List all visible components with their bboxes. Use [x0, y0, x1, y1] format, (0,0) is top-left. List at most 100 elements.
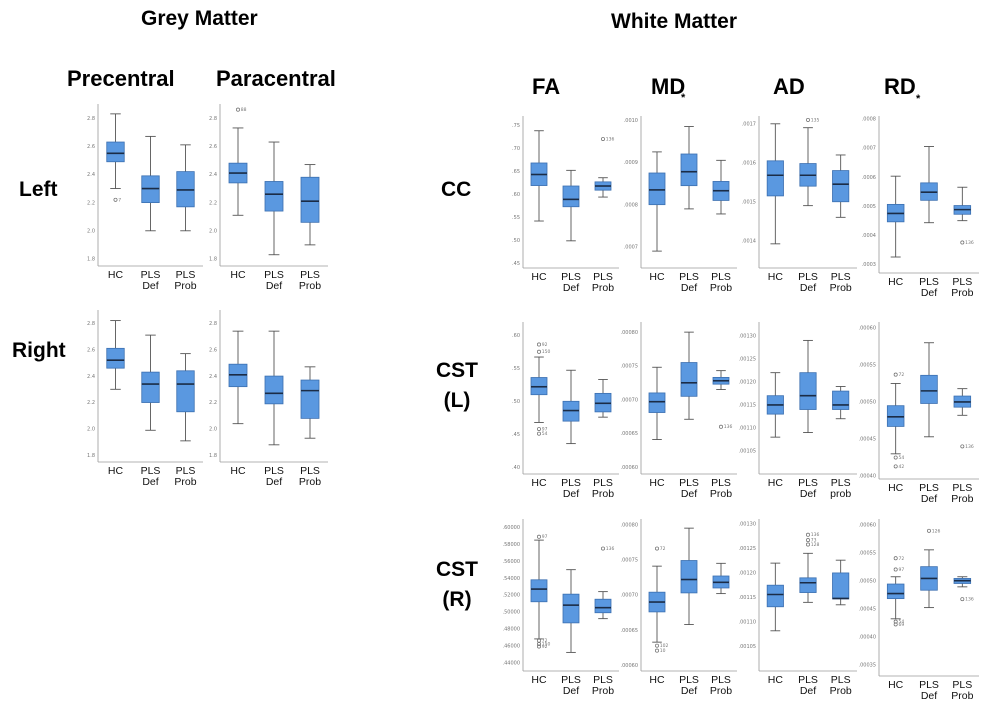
outlier-point — [601, 546, 605, 551]
y-tick-label: .00045 — [859, 606, 877, 612]
category-label: Def — [681, 282, 697, 294]
outlier-label: 136 — [724, 424, 733, 430]
boxplot-rd-cst-l: .00040 .00045 .00050 .00055 .00060 72 54 42 HC PL… — [859, 322, 979, 505]
outlier-point — [655, 643, 659, 648]
boxplot-ad-cst-l: .00105 .00110 .00115 .00120 .00125 .00130 HC PL… — [739, 322, 857, 500]
category-label: Def — [800, 685, 816, 697]
paracentral-title: Paracentral — [216, 66, 336, 91]
y-tick-label: .50 — [512, 238, 520, 244]
category-label: PLS — [711, 271, 731, 283]
category-label: Prob — [830, 685, 852, 697]
y-tick-label: .70 — [512, 146, 520, 152]
md-significance-marker: * — [681, 92, 686, 104]
category-label: Def — [266, 280, 282, 292]
category-label: HC — [649, 477, 665, 489]
boxplot-fa-cst-r: .44000 .46000 .48000 .50000 .52000 .54000 .560… — [503, 519, 619, 697]
y-tick-label: 2.8 — [209, 116, 217, 122]
row-label-right: Right — [12, 339, 66, 362]
y-tick-label: .00105 — [739, 449, 757, 455]
y-tick-label: 1.8 — [87, 257, 95, 263]
category-label: HC — [531, 271, 547, 283]
outlier-label: 92 — [542, 342, 548, 348]
outlier-point — [806, 532, 810, 537]
y-tick-label: .00035 — [859, 662, 877, 668]
category-label: PLS — [831, 674, 851, 686]
category-label: PLS — [919, 276, 939, 288]
outlier-label: 88 — [241, 107, 247, 113]
category-label: PLS — [141, 269, 161, 281]
y-tick-label: .0005 — [862, 204, 876, 210]
y-tick-label: .52000 — [503, 593, 521, 599]
outlier-label: 136 — [965, 444, 974, 450]
row-label-left: Left — [19, 178, 58, 201]
category-label: PLS — [798, 477, 818, 489]
category-label: Prob — [710, 488, 732, 500]
category-label: Def — [563, 282, 579, 294]
y-tick-label: 2.4 — [87, 172, 95, 178]
box-iqr — [832, 572, 850, 600]
box-iqr — [106, 347, 125, 369]
category-label: PLS — [264, 465, 284, 477]
y-tick-label: .00075 — [621, 558, 639, 564]
outlier-label: 128 — [811, 542, 820, 548]
category-label: PLS — [300, 465, 320, 477]
outlier-point — [719, 424, 723, 429]
y-tick-label: .00060 — [859, 326, 877, 332]
category-label: HC — [230, 465, 246, 477]
y-tick-label: 2.2 — [209, 200, 217, 206]
y-tick-label: 2.6 — [87, 347, 95, 353]
outlier-point — [655, 648, 659, 653]
y-tick-label: .00065 — [621, 628, 639, 634]
y-tick-label: .00055 — [859, 550, 877, 556]
y-tick-label: .00110 — [739, 426, 757, 432]
y-tick-label: .56000 — [503, 559, 521, 565]
category-label: PLS — [919, 679, 939, 691]
category-label: Def — [563, 488, 579, 500]
category-label: Prob — [710, 282, 732, 294]
outlier-point — [113, 197, 118, 202]
outlier-label: 54 — [898, 619, 904, 625]
category-label: PLS — [711, 477, 731, 489]
y-tick-label: .0009 — [624, 160, 638, 166]
category-label: PLS — [561, 271, 581, 283]
outlier-point — [655, 546, 659, 551]
row-label-cst-l-line1: CST — [436, 359, 478, 382]
category-label: PLS — [593, 271, 613, 283]
outlier-point — [893, 619, 898, 624]
y-tick-label: 2.6 — [87, 144, 95, 150]
y-tick-label: .00110 — [739, 620, 757, 626]
outlier-point — [893, 622, 898, 627]
row-label-cst-r-line2: (R) — [442, 588, 472, 612]
outlier-label: 136 — [606, 546, 615, 552]
category-label: Prob — [299, 476, 321, 488]
boxplot-rd-cst-r: .00035 .00040 .00045 .00050 .00055 .00060 72 97… — [859, 519, 979, 702]
y-tick-label: .60000 — [503, 525, 521, 531]
y-tick-label: .00060 — [859, 522, 877, 528]
outlier-point — [806, 117, 810, 122]
y-tick-label: 2.2 — [209, 400, 217, 406]
y-tick-label: .00120 — [739, 571, 757, 577]
row-label-cst-l-line2: (L) — [443, 389, 471, 413]
category-label: HC — [531, 674, 547, 686]
box-iqr — [766, 160, 784, 197]
y-tick-label: 1.8 — [87, 453, 95, 459]
outlier-label: 136 — [811, 532, 820, 538]
y-tick-label: .00065 — [621, 431, 639, 437]
y-tick-label: .00080 — [621, 330, 639, 336]
category-label: PLS — [798, 674, 818, 686]
y-tick-label: .60 — [512, 333, 520, 339]
y-tick-label: 2.2 — [87, 400, 95, 406]
outlier-label: 97 — [542, 534, 548, 540]
outlier-point — [893, 455, 898, 460]
y-tick-label: .0006 — [862, 175, 876, 181]
box-iqr — [106, 141, 125, 163]
y-tick-label: 2.8 — [87, 321, 95, 327]
outlier-label: 7 — [118, 197, 121, 203]
outlier-point — [893, 464, 898, 469]
rd-title: RD — [884, 74, 916, 99]
category-label: HC — [531, 477, 547, 489]
outlier-point — [893, 372, 898, 377]
category-label: PLS — [593, 477, 613, 489]
